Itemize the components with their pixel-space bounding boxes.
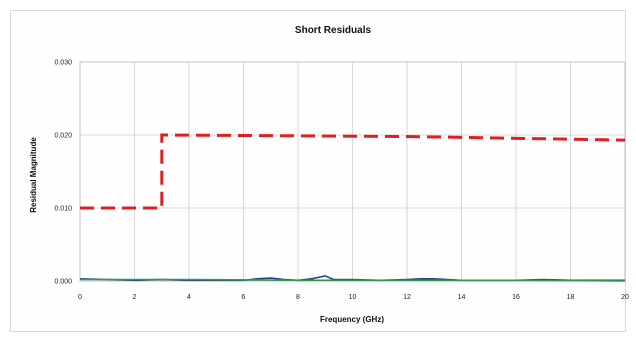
y-tick-label: 0.010 xyxy=(54,206,72,213)
x-tick-label: 16 xyxy=(512,294,520,301)
y-axis-label: Residual Magnitude xyxy=(29,137,38,213)
x-tick-label: 2 xyxy=(133,294,137,301)
series-line-3 xyxy=(80,278,626,282)
series-group xyxy=(79,133,626,282)
x-tick-label: 8 xyxy=(296,294,300,301)
x-tick-label: 18 xyxy=(567,294,575,301)
y-tick-label: 0.000 xyxy=(54,279,72,286)
x-tick-label: 14 xyxy=(458,294,466,301)
y-tick-label: 0.030 xyxy=(54,60,72,67)
grid xyxy=(79,61,626,282)
y-tick-label: 0.020 xyxy=(54,133,72,140)
chart-title: Short Residuals xyxy=(295,25,372,36)
chart-frame xyxy=(10,10,626,332)
x-tick-label: 0 xyxy=(78,294,82,301)
x-tick-label: 4 xyxy=(187,294,191,301)
tick-labels: 0 2 4 6 8 10 12 14 16 18 20 0.000 0.010 0.020 0.030 xyxy=(54,60,629,302)
x-axis-label: Frequency (GHz) xyxy=(320,315,384,324)
x-tick-label: 6 xyxy=(242,294,246,301)
series-line-1 xyxy=(80,133,626,210)
x-tick-label: 10 xyxy=(349,294,357,301)
x-tick-label: 12 xyxy=(403,294,411,301)
x-tick-label: 20 xyxy=(621,294,629,301)
